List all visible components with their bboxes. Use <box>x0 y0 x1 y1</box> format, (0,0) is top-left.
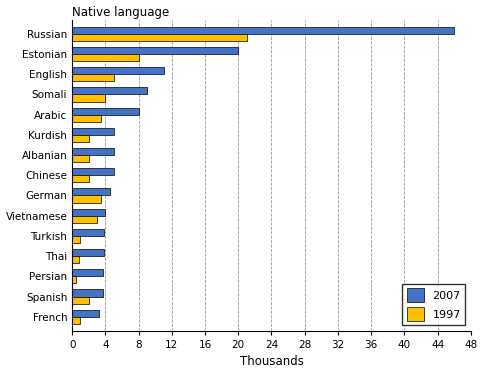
Bar <box>72 256 79 263</box>
Bar <box>72 216 97 223</box>
Bar <box>72 88 147 95</box>
Bar <box>72 135 89 142</box>
Legend: 2007, 1997: 2007, 1997 <box>402 284 465 325</box>
Bar <box>72 115 101 122</box>
Bar <box>72 27 454 34</box>
Bar <box>72 54 139 61</box>
Bar <box>72 168 114 175</box>
Bar <box>72 269 103 276</box>
Bar <box>72 236 81 243</box>
Bar <box>72 317 81 324</box>
Bar <box>72 209 105 216</box>
Bar <box>72 34 247 41</box>
Bar <box>72 175 89 183</box>
Bar <box>72 47 238 54</box>
Bar <box>72 196 101 203</box>
Bar <box>72 229 104 236</box>
Bar <box>72 155 89 162</box>
Bar <box>72 108 139 115</box>
Bar <box>72 128 114 135</box>
Bar <box>72 310 99 317</box>
Bar <box>72 74 114 81</box>
Bar <box>72 188 110 196</box>
Bar <box>72 148 114 155</box>
Bar <box>72 249 104 256</box>
X-axis label: Thousands: Thousands <box>240 355 303 368</box>
Bar <box>72 95 105 102</box>
Text: Native language: Native language <box>72 6 170 19</box>
Bar <box>72 289 103 297</box>
Bar <box>72 67 164 74</box>
Bar <box>72 276 76 283</box>
Bar <box>72 297 89 304</box>
